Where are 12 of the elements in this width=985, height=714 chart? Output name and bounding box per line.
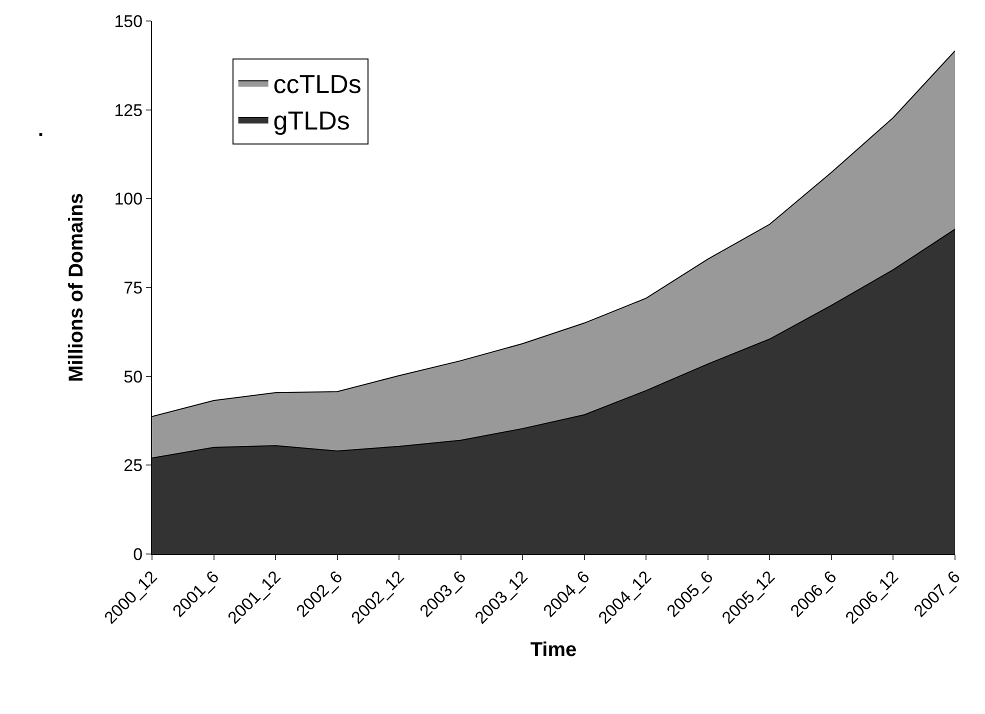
y-tick-label: 100 [114, 190, 143, 209]
y-tick-label: 0 [133, 544, 143, 564]
text: . [38, 119, 44, 141]
y-tick-label: 25 [124, 456, 143, 476]
y-tick-label: 50 [124, 367, 143, 386]
y-tick-label: 150 [114, 12, 143, 31]
y-axis-title: Millions of Domains [66, 193, 88, 382]
legend-label: gTLDs [273, 106, 350, 136]
legend-label: ccTLDs [273, 68, 362, 99]
y-tick-label: 125 [114, 100, 143, 120]
x-axis-title: Time [530, 639, 577, 662]
y-tick-label: 75 [124, 278, 143, 298]
